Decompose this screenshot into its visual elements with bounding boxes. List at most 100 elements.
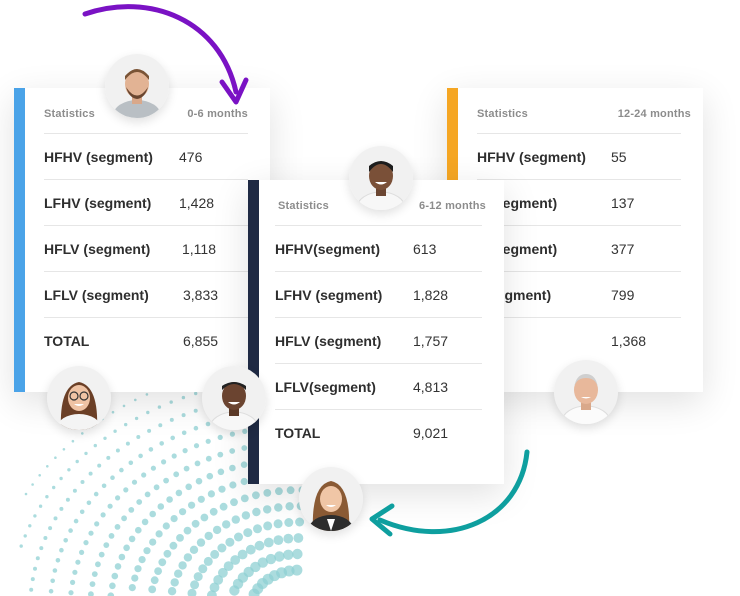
dot [263, 489, 272, 497]
dot [283, 549, 294, 560]
dot [123, 544, 130, 552]
dot [111, 410, 115, 414]
dot [240, 477, 248, 486]
row-label: HFHV(segment) [275, 240, 381, 257]
dot [122, 404, 126, 408]
dot [43, 536, 48, 540]
dot [94, 521, 100, 527]
row-value: 3,833 [183, 286, 219, 303]
dot [106, 455, 111, 460]
dot [155, 530, 163, 538]
row-value: 55 [611, 148, 627, 165]
dot [181, 395, 186, 400]
row-value: 1,368 [611, 332, 647, 349]
dot [263, 521, 273, 531]
header-period: 6-12 months [419, 200, 486, 212]
dot [240, 494, 249, 503]
dot [33, 566, 37, 571]
dot [229, 481, 237, 489]
dot [115, 448, 120, 453]
dot [229, 464, 236, 472]
dot [93, 443, 98, 448]
dot [89, 581, 96, 587]
stats-card-6-12-months: Statistics 6-12 months HFHV(segment) 613 … [248, 180, 504, 484]
dot [88, 591, 94, 596]
dot [173, 471, 180, 478]
avatar-older-man [554, 360, 618, 424]
dot [283, 533, 294, 544]
table-row-total: TOTAL 9,021 [275, 409, 482, 455]
dot [197, 495, 205, 503]
row-label: LFHV (segment) [275, 286, 383, 303]
dot [71, 439, 75, 443]
dot [79, 549, 85, 556]
dot [114, 563, 122, 570]
dot [189, 545, 199, 554]
row-label: LFLV(segment) [275, 378, 376, 395]
dot [134, 416, 139, 421]
dot [243, 528, 253, 538]
dot [183, 553, 193, 562]
dot [141, 518, 149, 526]
dot [196, 538, 206, 547]
table-row: LFLV(segment) 4,813 [275, 363, 482, 409]
dot [169, 541, 178, 550]
table-row: LFHV (segment) 1,828 [275, 271, 482, 317]
stats-rows: HFHV (segment) 55 V (segment) 137 V (segme… [477, 133, 681, 363]
dot [135, 526, 142, 534]
dot [113, 429, 117, 433]
dot [100, 512, 106, 518]
dot [147, 428, 152, 433]
dot [230, 498, 238, 507]
dot [231, 515, 240, 524]
card-header: Statistics 0-6 months [44, 106, 248, 122]
dot [54, 456, 57, 460]
dot [222, 520, 231, 529]
dot [193, 572, 203, 582]
dot [50, 578, 55, 584]
dot [204, 531, 213, 541]
dot [23, 534, 27, 538]
dot [68, 590, 74, 596]
dot [103, 542, 110, 548]
avatar-man-dark-skin [202, 366, 266, 430]
dot [273, 519, 283, 529]
row-label: HFHV (segment) [477, 148, 586, 165]
dot [149, 510, 156, 518]
dot [73, 518, 79, 524]
dot [158, 558, 167, 567]
dot [19, 544, 23, 548]
dot [274, 503, 283, 512]
dot [79, 509, 85, 515]
dot [63, 538, 68, 543]
dot [171, 453, 177, 459]
dot [178, 561, 187, 570]
dot [143, 547, 151, 555]
table-row: LFHV (segment) 1,428 [44, 179, 248, 225]
dot [39, 546, 44, 551]
dot [75, 559, 81, 565]
dot [107, 592, 115, 596]
dot [265, 553, 277, 565]
dot [225, 537, 235, 547]
dot [45, 495, 49, 499]
dot [292, 548, 303, 560]
dot [128, 584, 136, 592]
stats-rows: HFHV(segment) 613 LFHV (segment) 1,828 HFL… [275, 225, 482, 455]
dot [30, 577, 35, 582]
dot [109, 582, 116, 590]
row-label: TOTAL [44, 332, 90, 349]
dot [38, 474, 41, 477]
dot [179, 508, 187, 516]
dot [223, 561, 234, 571]
dot [183, 526, 192, 535]
dot [141, 472, 147, 478]
dot [86, 500, 92, 506]
row-label: LFLV (segment) [44, 286, 149, 303]
dot [38, 504, 43, 508]
dot [107, 503, 113, 509]
dot [59, 476, 63, 481]
dot [72, 569, 78, 575]
dot [128, 460, 134, 466]
dot [24, 492, 28, 496]
